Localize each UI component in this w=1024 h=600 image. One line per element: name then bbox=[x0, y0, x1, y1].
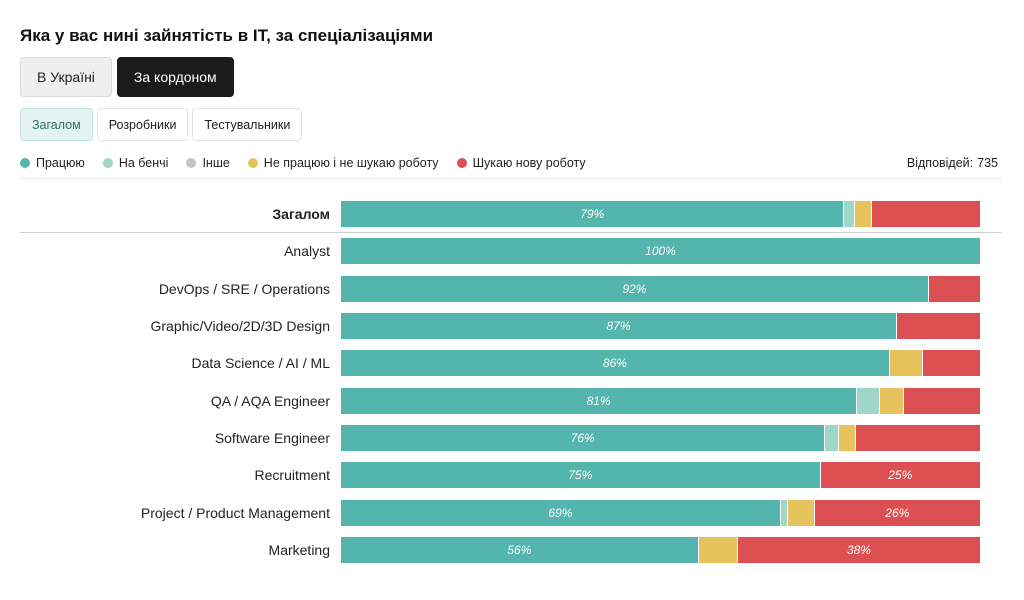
bar-segment-bench[interactable] bbox=[780, 500, 788, 526]
bar-segment-not-looking[interactable] bbox=[880, 388, 903, 414]
bar-segment-working[interactable]: 87% bbox=[341, 313, 897, 339]
bar-segment-not-looking[interactable] bbox=[788, 500, 814, 526]
bar-segment-not-looking[interactable] bbox=[698, 537, 737, 563]
legend-dot-not-looking bbox=[247, 158, 258, 168]
bar-segment-working[interactable]: 81% bbox=[341, 388, 857, 414]
legend-label-not-looking: Не працюю і не шукаю роботу bbox=[263, 156, 439, 170]
legend-dot-bench bbox=[102, 158, 113, 168]
legend-dot-looking bbox=[456, 158, 467, 168]
chart-row: Graphic/Video/2D/3D Design 87% bbox=[0, 313, 1024, 339]
tab-ukraine[interactable]: В Україні bbox=[20, 57, 112, 97]
row-label: Analyst bbox=[284, 243, 330, 259]
legend-divider bbox=[20, 178, 1002, 179]
chart-row-total: Загалом 79% bbox=[0, 201, 1024, 227]
bar-segment-looking[interactable]: 26% bbox=[814, 500, 980, 526]
group-tabs: Загалом Розробники Тестувальники bbox=[20, 108, 303, 141]
row-label: Recruitment bbox=[254, 467, 330, 483]
bar-segment-bench[interactable] bbox=[844, 201, 854, 227]
bar-segment-working[interactable]: 100% bbox=[341, 238, 980, 264]
chart-row: Project / Product Management 69% 26% bbox=[0, 500, 1024, 526]
responses-label: Відповідей: bbox=[906, 156, 974, 170]
stacked-bar[interactable]: 100% bbox=[341, 238, 980, 264]
bar-segment-working[interactable]: 76% bbox=[341, 425, 825, 451]
tab-developers[interactable]: Розробники bbox=[96, 108, 189, 141]
bar-segment-not-looking[interactable] bbox=[889, 350, 922, 376]
bar-segment-bench[interactable] bbox=[825, 425, 839, 451]
tab-testers[interactable]: Тестувальники bbox=[192, 108, 303, 141]
row-label: Project / Product Management bbox=[140, 505, 330, 521]
chart-row: DevOps / SRE / Operations 92% bbox=[0, 276, 1024, 302]
bar-segment-working[interactable]: 75% bbox=[341, 462, 820, 488]
legend-item-other[interactable]: Інше bbox=[186, 156, 230, 170]
row-label: Graphic/Video/2D/3D Design bbox=[150, 318, 330, 334]
row-label: Загалом bbox=[272, 206, 330, 222]
bar-segment-looking[interactable] bbox=[903, 388, 980, 414]
bar-segment-bench[interactable] bbox=[857, 388, 880, 414]
legend-item-bench[interactable]: На бенчі bbox=[102, 156, 169, 170]
stacked-bar[interactable]: 75% 25% bbox=[341, 462, 980, 488]
legend-label-working: Працюю bbox=[36, 156, 85, 170]
bar-segment-looking[interactable] bbox=[871, 201, 980, 227]
bar-segment-working[interactable]: 79% bbox=[341, 201, 844, 227]
stacked-bar[interactable]: 69% 26% bbox=[341, 500, 980, 526]
bar-segment-looking[interactable] bbox=[855, 425, 980, 451]
legend-item-not-looking[interactable]: Не працюю і не шукаю роботу bbox=[247, 156, 439, 170]
tab-abroad[interactable]: За кордоном bbox=[116, 57, 234, 97]
row-label: Marketing bbox=[268, 542, 330, 558]
bar-segment-looking[interactable]: 25% bbox=[820, 462, 980, 488]
responses-value: 735 bbox=[977, 156, 998, 170]
row-label: DevOps / SRE / Operations bbox=[158, 281, 330, 297]
stacked-bar[interactable]: 81% bbox=[341, 388, 980, 414]
stacked-bar[interactable]: 92% bbox=[341, 276, 980, 302]
legend-dot-working bbox=[20, 158, 30, 168]
bar-segment-working[interactable]: 56% bbox=[341, 537, 698, 563]
row-label: Software Engineer bbox=[214, 430, 330, 446]
bar-segment-working[interactable]: 86% bbox=[341, 350, 889, 376]
stacked-bar[interactable]: 87% bbox=[341, 313, 980, 339]
row-label: QA / AQA Engineer bbox=[210, 393, 330, 409]
bar-segment-looking[interactable]: 38% bbox=[737, 537, 980, 563]
row-label: Data Science / AI / ML bbox=[191, 355, 330, 371]
bar-segment-not-looking[interactable] bbox=[854, 201, 871, 227]
tab-overall[interactable]: Загалом bbox=[20, 108, 93, 141]
chart-row: Data Science / AI / ML 86% bbox=[0, 350, 1024, 376]
region-tabs: В Україні За кордоном bbox=[20, 57, 234, 97]
stacked-bar[interactable]: 86% bbox=[341, 350, 980, 376]
bar-segment-working[interactable]: 69% bbox=[341, 500, 780, 526]
chart-row: Software Engineer 76% bbox=[0, 425, 1024, 451]
stacked-bar[interactable]: 79% bbox=[341, 201, 980, 227]
stacked-bar[interactable]: 56% 38% bbox=[341, 537, 980, 563]
legend-item-looking[interactable]: Шукаю нову роботу bbox=[456, 156, 586, 170]
legend-dot-other bbox=[186, 158, 197, 168]
chart-row: Analyst 100% bbox=[0, 238, 1024, 264]
legend-label-bench: На бенчі bbox=[118, 156, 169, 170]
bar-segment-not-looking[interactable] bbox=[839, 425, 855, 451]
legend-label-looking: Шукаю нову роботу bbox=[472, 156, 586, 170]
chart-row: Marketing 56% 38% bbox=[0, 537, 1024, 563]
chart-row: QA / AQA Engineer 81% bbox=[0, 388, 1024, 414]
total-divider bbox=[20, 232, 1002, 233]
page-title: Яка у вас нині зайнятість в IT, за спеці… bbox=[20, 26, 434, 45]
responses-count: Відповідей: 735 bbox=[907, 156, 1002, 170]
chart-row: Recruitment 75% 25% bbox=[0, 462, 1024, 488]
legend-label-other: Інше bbox=[202, 156, 230, 170]
stacked-bar[interactable]: 76% bbox=[341, 425, 980, 451]
bar-segment-looking[interactable] bbox=[928, 276, 980, 302]
bar-segment-looking[interactable] bbox=[922, 350, 980, 376]
chart-legend: Працюю На бенчі Інше Не працюю і не шука… bbox=[20, 156, 586, 170]
bar-segment-looking[interactable] bbox=[897, 313, 980, 339]
bar-segment-working[interactable]: 92% bbox=[341, 276, 928, 302]
legend-item-working[interactable]: Працюю bbox=[20, 156, 85, 170]
